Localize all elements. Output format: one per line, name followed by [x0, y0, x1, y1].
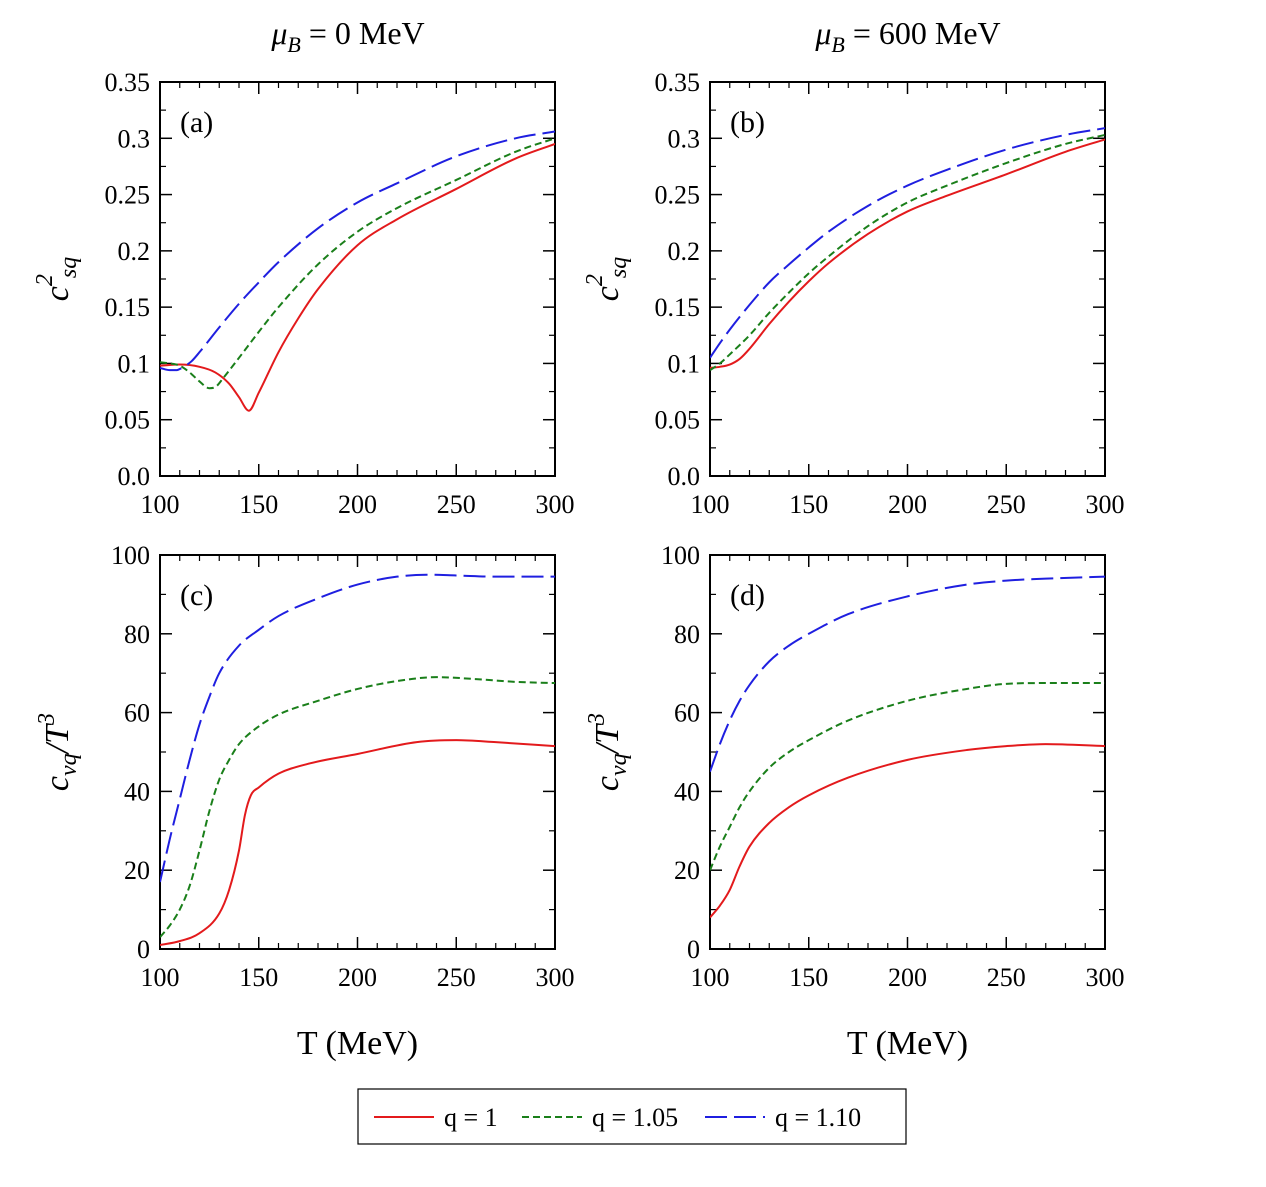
panel-d: 100 150 200 250 300 0 20 40 60 80 100 (d) cvq/T3 T (M…	[584, 541, 1125, 1062]
y-axis-label: c2sq	[32, 257, 82, 301]
column-title-left: μB = 0 MeV	[270, 15, 424, 57]
x-tick-label: 300	[536, 490, 575, 519]
y-axis-label: c2sq	[582, 257, 632, 301]
x-axis-label: T (MeV)	[847, 1025, 968, 1062]
y-axis-label: cvq/T3	[584, 713, 632, 791]
x-tick-label: 100	[141, 490, 180, 519]
panel-label: (d)	[730, 579, 765, 612]
x-tick-label: 300	[1086, 490, 1125, 519]
x-tick-label: 250	[437, 490, 476, 519]
x-tick-label: 150	[789, 963, 828, 992]
y-tick-label: 0	[687, 935, 700, 964]
x-tick-label: 150	[789, 490, 828, 519]
y-tick-label: 0.25	[105, 181, 151, 210]
plot-frame-d	[709, 554, 1106, 950]
y-tick-label: 100	[111, 541, 150, 570]
x-tick-label: 300	[1086, 963, 1125, 992]
panel-label: (b)	[730, 106, 765, 139]
legend-label-q110: q = 1.10	[775, 1103, 861, 1132]
x-tick-label: 200	[888, 490, 927, 519]
y-tick-label: 0.35	[105, 68, 151, 97]
plot-frame-c	[159, 554, 556, 950]
panel-label: (a)	[180, 106, 213, 139]
x-tick-label: 100	[691, 963, 730, 992]
legend-label-q1: q = 1	[444, 1103, 498, 1132]
y-tick-label: 0.2	[668, 237, 701, 266]
y-tick-label: 60	[674, 699, 700, 728]
x-tick-label: 200	[338, 963, 377, 992]
y-tick-label: 0	[137, 935, 150, 964]
series-line-q105	[710, 133, 1105, 372]
y-tick-label: 0.0	[668, 462, 701, 491]
x-tick-label: 300	[536, 963, 575, 992]
y-tick-label: 0.25	[655, 181, 701, 210]
panel-label: (c)	[180, 579, 213, 612]
y-tick-label: 0.15	[655, 293, 701, 322]
x-tick-label: 250	[437, 963, 476, 992]
series-line-q105	[160, 676, 555, 938]
x-tick-label: 200	[888, 963, 927, 992]
plot-frame-b	[709, 81, 1106, 477]
y-tick-label: 20	[674, 856, 700, 885]
series-line-q110	[160, 573, 555, 883]
y-tick-label: 0.15	[105, 293, 151, 322]
y-tick-label: 0.05	[655, 406, 701, 435]
series-line-q1	[160, 739, 555, 947]
column-title-right: μB = 600 MeV	[814, 15, 1000, 57]
series-line-q105	[160, 137, 555, 390]
x-tick-label: 100	[691, 490, 730, 519]
x-tick-label: 250	[987, 963, 1026, 992]
legend-box	[357, 1088, 907, 1145]
y-tick-label: 0.1	[668, 349, 701, 378]
x-tick-label: 100	[141, 963, 180, 992]
y-tick-label: 100	[661, 541, 700, 570]
series-line-q1	[710, 138, 1105, 369]
plot-frame-a	[159, 81, 556, 477]
y-tick-label: 20	[124, 856, 150, 885]
panel-a: 100 150 200 250 300 0.0 0.05 0.1 0.15 0.2 0.25 0.3 0…	[32, 68, 575, 519]
y-tick-label: 40	[124, 777, 150, 806]
legend-label-q105: q = 1.05	[592, 1103, 678, 1132]
y-tick-label: 80	[124, 620, 150, 649]
x-tick-label: 200	[338, 490, 377, 519]
series-line-q110	[710, 127, 1105, 359]
x-tick-label: 150	[239, 490, 278, 519]
x-tick-label: 150	[239, 963, 278, 992]
y-tick-label: 80	[674, 620, 700, 649]
series-line-q110	[710, 575, 1105, 773]
y-tick-label: 0.3	[668, 124, 701, 153]
panel-c: 100 150 200 250 300 0 20 40 60 80 100 (c) cvq/T3 T (M…	[34, 541, 575, 1062]
series-line-q1	[710, 743, 1105, 919]
y-tick-label: 60	[124, 699, 150, 728]
x-tick-label: 250	[987, 490, 1026, 519]
y-tick-label: 0.2	[118, 237, 151, 266]
y-tick-label: 0.35	[655, 68, 701, 97]
panel-b: 100 150 200 250 300 0.0 0.05 0.1 0.15 0.2 0.25 0.3 0…	[582, 68, 1125, 519]
series-line-q105	[710, 682, 1105, 871]
legend: q = 1 q = 1.05 q = 1.10	[357, 1088, 907, 1145]
y-tick-label: 0.05	[105, 406, 151, 435]
series-line-q1	[160, 142, 555, 412]
y-tick-label: 40	[674, 777, 700, 806]
x-axis-label: T (MeV)	[297, 1025, 418, 1062]
y-tick-label: 0.0	[118, 462, 151, 491]
y-tick-label: 0.3	[118, 124, 151, 153]
y-axis-label: cvq/T3	[34, 713, 82, 791]
series-line-q110	[160, 130, 555, 372]
y-tick-label: 0.1	[118, 349, 151, 378]
